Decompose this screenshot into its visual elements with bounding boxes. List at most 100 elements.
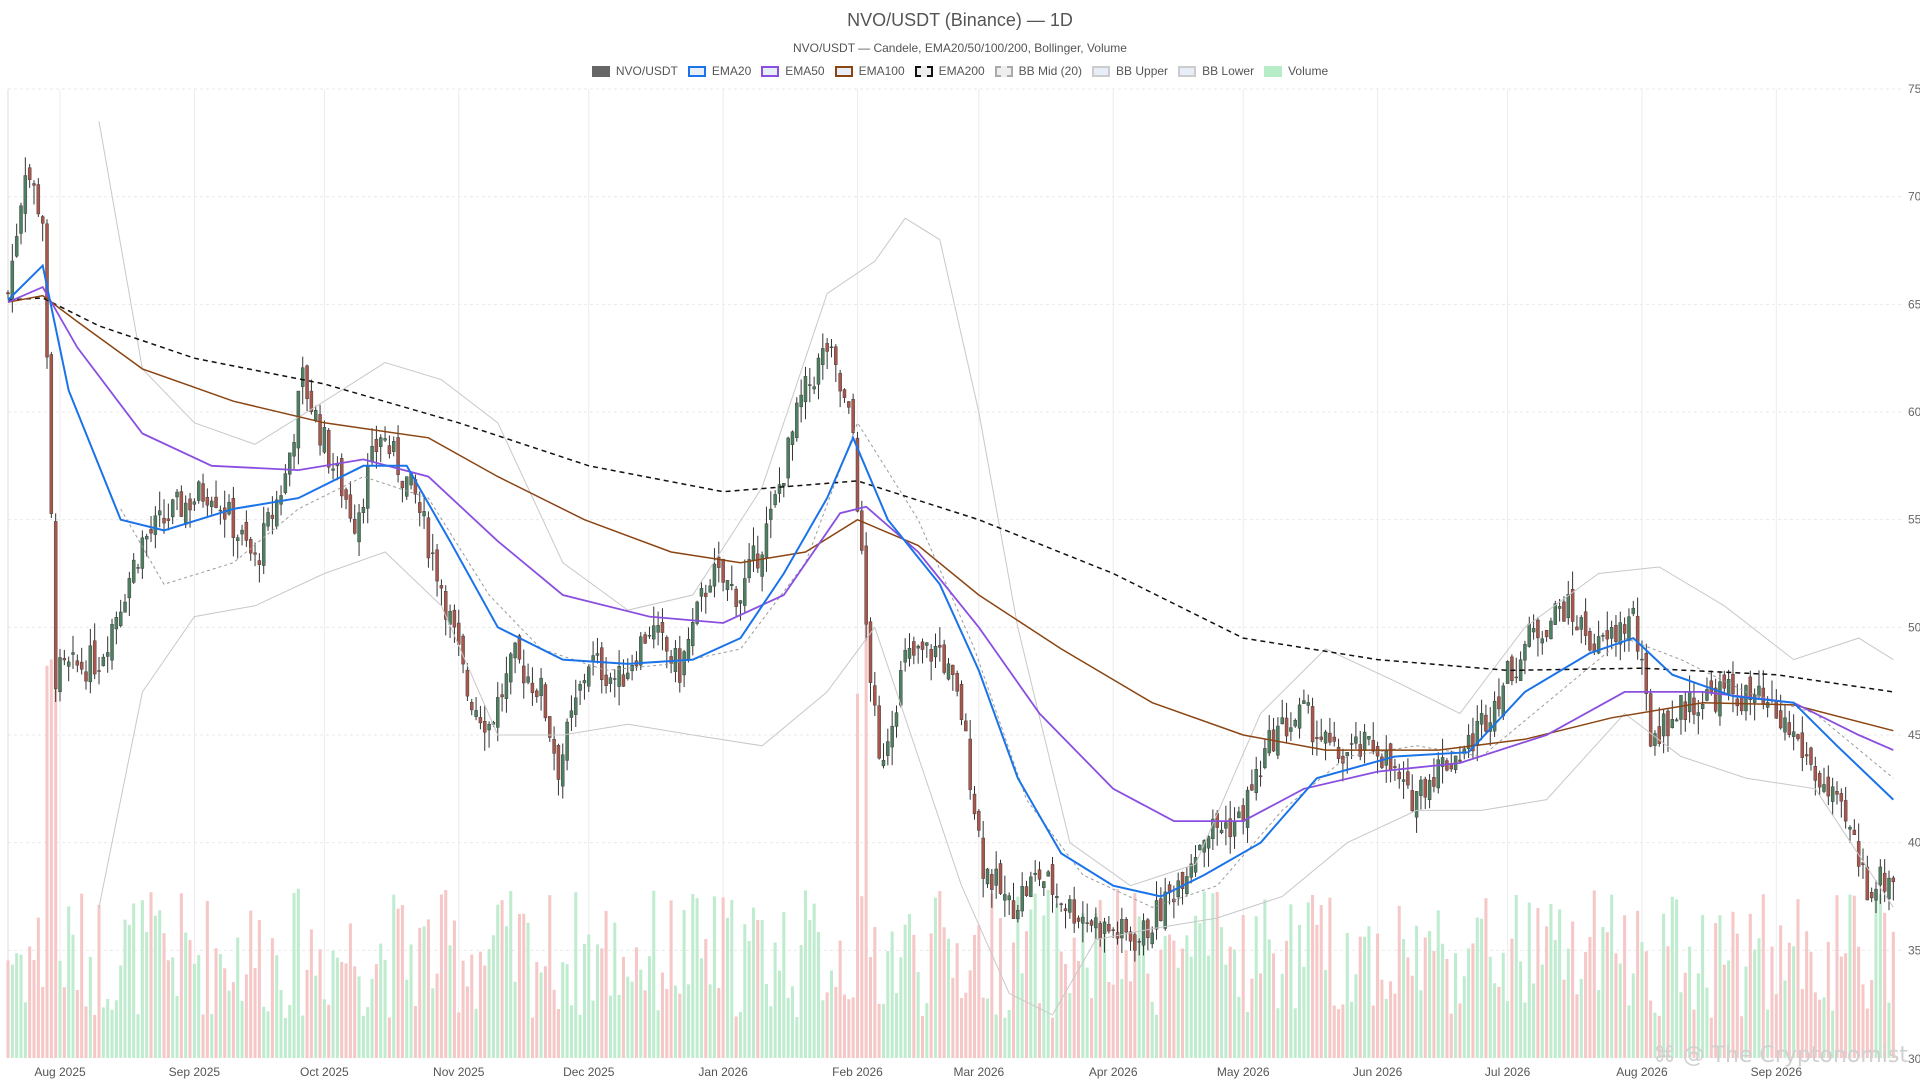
volume-bar — [288, 1005, 292, 1058]
volume-bar — [1532, 983, 1536, 1058]
volume-bar — [981, 997, 985, 1058]
candle-body — [1254, 769, 1258, 794]
volume-bar — [1011, 942, 1016, 1058]
volume-bar — [890, 931, 894, 1058]
volume-bar — [1293, 1008, 1297, 1058]
volume-bar — [556, 1009, 560, 1058]
volume-bar — [929, 933, 933, 1058]
volume-bar — [62, 987, 66, 1058]
volume-bar — [1766, 1009, 1770, 1058]
volume-bar — [483, 965, 487, 1058]
volume-bar — [808, 920, 812, 1058]
volume-bar — [1116, 889, 1120, 1058]
candle-body — [149, 528, 153, 534]
candle-body — [84, 671, 88, 682]
volume-bar — [1523, 1002, 1527, 1058]
candle-body — [1094, 917, 1098, 929]
candle-body — [175, 491, 179, 498]
volume-bar — [1740, 1016, 1744, 1058]
candle-body — [235, 537, 240, 541]
volume-bar — [1155, 1014, 1159, 1058]
candle-body — [760, 554, 764, 577]
volume-bar — [197, 954, 201, 1058]
legend-label: NVO/USDT — [615, 64, 678, 78]
candle-body — [985, 868, 990, 885]
legend-item-volume[interactable]: Volume — [1264, 64, 1328, 78]
candle-body — [1878, 866, 1883, 886]
volume-bar — [751, 907, 755, 1058]
legend-item-ema20[interactable]: EMA20 — [687, 64, 751, 78]
volume-bar — [179, 893, 183, 1058]
volume-bar — [1185, 935, 1189, 1058]
candle-body — [496, 697, 500, 728]
volume-bar — [1844, 953, 1848, 1058]
volume-bar — [188, 940, 192, 1058]
candle-body — [444, 591, 448, 620]
volume-bar — [738, 1011, 742, 1058]
volume-bar — [504, 926, 508, 1058]
ema200-line — [7, 297, 1894, 693]
volume-bar — [153, 915, 157, 1058]
volume-bar — [1883, 912, 1887, 1058]
candle-body — [344, 489, 348, 500]
candle-body — [639, 636, 643, 666]
volume-bar — [6, 960, 10, 1058]
volume-bar — [1003, 1017, 1007, 1058]
candle-body — [58, 657, 62, 693]
volume-bar — [994, 1014, 998, 1058]
volume-bar — [1419, 990, 1423, 1058]
candle-body — [1588, 631, 1592, 651]
candle-body — [782, 483, 786, 487]
volume-bar — [1302, 966, 1306, 1058]
candle-body — [838, 372, 842, 392]
volume-bar — [132, 903, 136, 1058]
volume-bar — [721, 897, 725, 1058]
candle-body — [851, 398, 855, 433]
volume-bar — [353, 966, 357, 1058]
candle-body — [925, 642, 929, 646]
legend-item-ema200[interactable]: EMA200 — [914, 64, 985, 78]
candle-body — [717, 557, 721, 568]
volume-bar — [292, 893, 296, 1058]
legend-item-ema100[interactable]: EMA100 — [834, 64, 905, 78]
candle-body — [881, 760, 886, 767]
legend-item-ema50[interactable]: EMA50 — [761, 64, 825, 78]
volume-bar — [162, 933, 166, 1058]
candle-body — [578, 684, 582, 691]
candle-body — [868, 621, 873, 683]
volume-bar — [1363, 936, 1367, 1058]
volume-bar — [582, 943, 586, 1058]
volume-bar — [873, 927, 877, 1058]
candle-body — [123, 601, 127, 613]
legend-item-bb-upper[interactable]: BB Upper — [1092, 64, 1168, 78]
legend-item-bb-mid-20-[interactable]: BB Mid (20) — [994, 64, 1082, 78]
volume-bar — [1276, 1008, 1280, 1058]
candle-body — [1852, 829, 1857, 835]
volume-bar — [19, 954, 23, 1058]
candle-body — [1670, 719, 1675, 728]
candle-body — [23, 175, 28, 214]
volume-bar — [1887, 1002, 1891, 1058]
volume-bar — [1705, 987, 1709, 1058]
candle-body — [1640, 658, 1644, 661]
volume-bar — [1688, 946, 1692, 1058]
volume-bar — [894, 993, 899, 1058]
volume-bar — [842, 994, 846, 1058]
volume-bar — [1631, 973, 1635, 1058]
candle-body — [738, 600, 743, 604]
candle-body — [253, 552, 257, 555]
legend-item-bb-lower[interactable]: BB Lower — [1178, 64, 1254, 78]
volume-bar — [1068, 993, 1072, 1058]
candle-body — [1514, 676, 1518, 679]
volume-bar — [1415, 925, 1419, 1058]
candle-body — [1107, 923, 1111, 932]
volume-bar — [201, 1014, 205, 1058]
volume-bar — [106, 999, 110, 1058]
legend-item-nvo-usdt[interactable]: NVO/USDT — [591, 64, 678, 78]
candle-body — [214, 496, 218, 508]
volume-bar — [1311, 894, 1315, 1058]
candle-body — [535, 690, 539, 697]
candle-body — [1098, 923, 1102, 939]
candle-body — [682, 651, 686, 676]
x-tick-label: Mar 2026 — [953, 1065, 1004, 1079]
